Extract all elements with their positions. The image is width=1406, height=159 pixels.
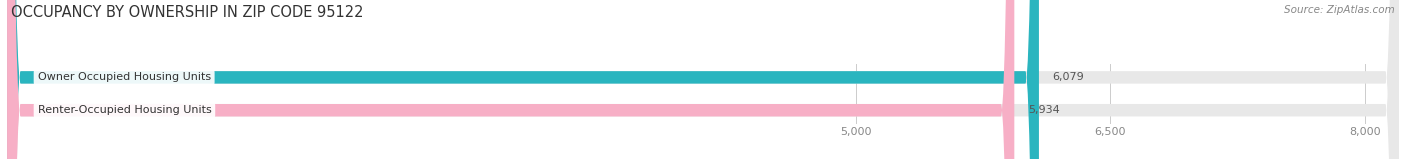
Text: Source: ZipAtlas.com: Source: ZipAtlas.com [1284,5,1395,15]
Text: Owner Occupied Housing Units: Owner Occupied Housing Units [38,72,211,82]
FancyBboxPatch shape [7,0,1014,159]
Text: Renter-Occupied Housing Units: Renter-Occupied Housing Units [38,105,211,115]
FancyBboxPatch shape [7,0,1039,159]
Text: 5,934: 5,934 [1028,105,1060,115]
Text: 6,079: 6,079 [1053,72,1084,82]
FancyBboxPatch shape [7,0,1399,159]
FancyBboxPatch shape [7,0,1399,159]
Text: OCCUPANCY BY OWNERSHIP IN ZIP CODE 95122: OCCUPANCY BY OWNERSHIP IN ZIP CODE 95122 [11,5,364,20]
